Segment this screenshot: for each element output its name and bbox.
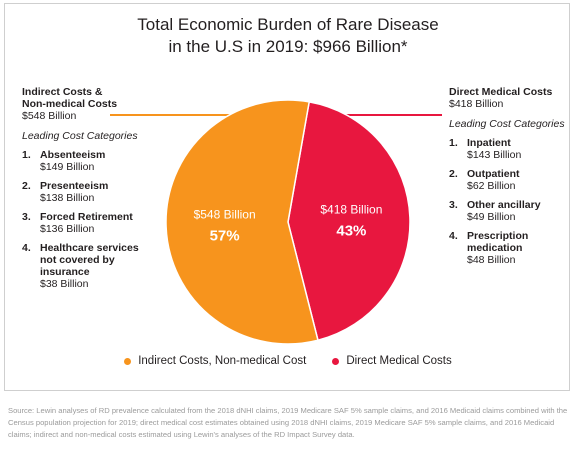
category-number: 2. xyxy=(449,168,458,180)
direct-lead-label: Leading Cost Categories xyxy=(449,118,565,130)
category-name-line: Presenteeism xyxy=(40,180,109,192)
chart-frame xyxy=(4,3,570,391)
slice-value-label-indirect: $548 Billion xyxy=(194,207,256,221)
category-number: 4. xyxy=(22,242,31,254)
direct-category-list: 1. Inpatient $143 Billion 2. Outpatient $62 B… xyxy=(449,137,571,266)
category-number: 1. xyxy=(22,149,31,161)
title-line-2: in the U.S in 2019: $966 Billion* xyxy=(168,37,408,56)
category-value: $149 Billion xyxy=(40,161,95,173)
slice-value-label-direct: $418 Billion xyxy=(320,203,382,217)
category-name-line: Outpatient xyxy=(467,168,520,180)
category-name-line: insurance xyxy=(40,266,90,278)
slice-percent-label-direct: 43% xyxy=(336,223,366,240)
title-line-1: Total Economic Burden of Rare Disease xyxy=(137,15,439,34)
category-number: 1. xyxy=(449,137,458,149)
category-name-line: not covered by xyxy=(40,254,115,266)
category-value: $136 Billion xyxy=(40,223,95,235)
category-name-line: Inpatient xyxy=(467,137,511,149)
legend-item-direct: Direct Medical Costs xyxy=(332,355,452,367)
category-name-line: medication xyxy=(467,242,523,254)
pie-slice-indirect xyxy=(165,99,319,345)
indirect-costs-panel: Indirect Costs & Non-medical Costs $548 … xyxy=(22,86,152,297)
category-number: 4. xyxy=(449,230,458,242)
pie-chart: $418 Billion 43% $548 Billion 57% xyxy=(110,99,442,345)
category-value: $62 Billion xyxy=(467,180,516,192)
legend-label-indirect: Indirect Costs, Non-medical Cost xyxy=(138,355,307,367)
category-name-line: Other ancillary xyxy=(467,199,541,211)
direct-heading: Direct Medical Costs xyxy=(449,86,553,98)
legend-swatch-indirect xyxy=(124,357,132,365)
legend-item-indirect: Indirect Costs, Non-medical Cost xyxy=(124,355,306,367)
indirect-total: $548 Billion xyxy=(22,110,77,122)
direct-category-2: 2. Outpatient $62 Billion xyxy=(449,168,571,192)
category-value: $49 Billion xyxy=(467,211,516,223)
indirect-lead-label: Leading Cost Categories xyxy=(22,130,138,142)
legend-swatch-direct xyxy=(332,357,340,365)
pie-slice-direct xyxy=(287,100,411,342)
indirect-category-list: 1. Absenteeism $149 Billion 2. Presenteeism $… xyxy=(22,149,152,290)
indirect-heading-line-2: Non-medical Costs xyxy=(22,98,118,110)
legend-label-direct: Direct Medical Costs xyxy=(346,355,452,367)
indirect-heading-line-1: Indirect Costs & xyxy=(22,86,103,98)
category-number: 3. xyxy=(449,199,458,211)
category-value: $38 Billion xyxy=(40,278,89,290)
indirect-category-2: 2. Presenteeism $138 Billion xyxy=(22,180,152,204)
category-name-line: Absenteeism xyxy=(40,149,106,161)
direct-category-4: 4. Prescription medication $48 Billion xyxy=(449,230,571,266)
direct-category-1: 1. Inpatient $143 Billion xyxy=(449,137,571,161)
slice-percent-label-indirect: 57% xyxy=(210,227,240,244)
chart-title: Total Economic Burden of Rare Disease in… xyxy=(0,14,576,58)
direct-category-3: 3. Other ancillary $49 Billion xyxy=(449,199,571,223)
source-note: Source: Lewin analyses of RD prevalence … xyxy=(8,406,568,439)
direct-total: $418 Billion xyxy=(449,98,504,110)
category-value: $48 Billion xyxy=(467,254,516,266)
category-number: 2. xyxy=(22,180,31,192)
direct-costs-panel: Direct Medical Costs $418 Billion Leadin… xyxy=(449,86,571,273)
indirect-category-1: 1. Absenteeism $149 Billion xyxy=(22,149,152,173)
category-value: $143 Billion xyxy=(467,149,522,161)
category-name-line: Prescription xyxy=(467,230,529,242)
category-number: 3. xyxy=(22,211,31,223)
category-name-line: Healthcare services xyxy=(40,242,139,254)
chart-legend: Indirect Costs, Non-medical Cost Direct … xyxy=(0,355,576,367)
category-name-line: Forced Retirement xyxy=(40,211,133,223)
indirect-category-3: 3. Forced Retirement $136 Billion xyxy=(22,211,152,235)
indirect-category-4: 4. Healthcare services not covered by insur… xyxy=(22,242,152,290)
category-value: $138 Billion xyxy=(40,192,95,204)
